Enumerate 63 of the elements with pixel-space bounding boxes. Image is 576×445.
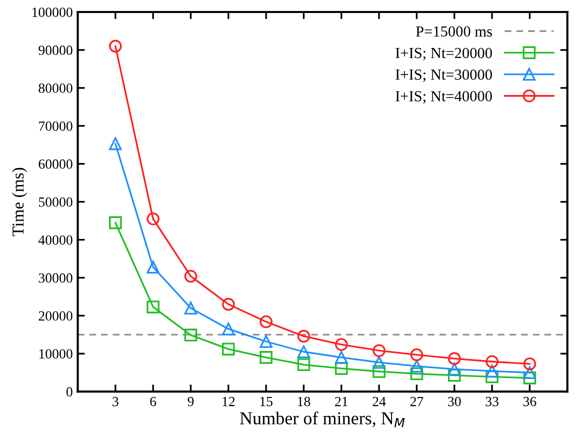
point — [184, 328, 198, 342]
point — [523, 366, 536, 380]
point — [297, 330, 310, 343]
point — [448, 352, 461, 365]
point — [222, 322, 235, 336]
point — [146, 300, 160, 314]
point — [222, 298, 235, 311]
y-tick-label: 80000 — [38, 84, 72, 93]
y-tick-label: 40000 — [38, 235, 72, 245]
x-tick-label: 21 — [335, 396, 348, 406]
point — [523, 358, 536, 370]
point — [260, 351, 272, 364]
point — [109, 137, 122, 150]
x-tick-label: 6 — [150, 396, 156, 406]
point — [146, 212, 160, 226]
point — [448, 368, 461, 382]
point — [109, 216, 122, 230]
point — [448, 362, 461, 376]
point — [372, 344, 386, 357]
x-axis-title: Number of miners, N$_{M}$ — [240, 412, 405, 428]
legend-label: I+IS; Nt=30000 — [396, 69, 492, 82]
point — [222, 342, 235, 356]
point — [260, 335, 272, 348]
point — [486, 364, 498, 378]
point — [410, 348, 424, 362]
x-tick-label: 9 — [188, 396, 194, 406]
legend-label: P=15000 ms — [416, 26, 492, 37]
x-tick-label: 27 — [410, 396, 424, 406]
y-tick-label: 70000 — [39, 121, 72, 131]
point — [486, 355, 498, 368]
point — [335, 338, 348, 351]
point — [372, 356, 386, 369]
point — [523, 372, 536, 384]
point — [335, 351, 348, 364]
point — [297, 358, 310, 372]
point — [410, 360, 424, 373]
x-tick-label: 33 — [486, 396, 498, 406]
point — [372, 365, 386, 378]
y-tick-label: 0 — [66, 387, 72, 397]
point — [184, 270, 198, 283]
point — [146, 260, 160, 274]
x-tick-label: 15 — [260, 396, 272, 406]
point — [184, 302, 198, 314]
legend-label: I+IS; Nt=40000 — [396, 91, 492, 104]
point — [260, 315, 272, 328]
x-tick-label: 30 — [448, 396, 461, 406]
y-tick-label: 90000 — [38, 46, 72, 55]
x-tick-label: 36 — [523, 396, 536, 406]
y-tick-label: 100000 — [32, 8, 72, 17]
legend-label: I+IS; Nt=20000 — [396, 48, 492, 60]
y-tick-label: 30000 — [38, 273, 72, 283]
x-tick-label: 12 — [222, 396, 235, 406]
x-tick-label: 18 — [298, 396, 310, 406]
point — [297, 345, 310, 358]
y-tick-label: 50000 — [38, 197, 72, 207]
y-tick-label: 20000 — [38, 311, 72, 321]
y-tick-label: 60000 — [38, 159, 72, 169]
y-axis-title: Time (ms) — [12, 168, 28, 236]
point — [109, 40, 122, 53]
x-tick-label: 24 — [372, 396, 386, 406]
x-tick-label: 3 — [112, 396, 118, 406]
y-tick-label: 10000 — [39, 349, 72, 359]
point — [410, 367, 424, 380]
